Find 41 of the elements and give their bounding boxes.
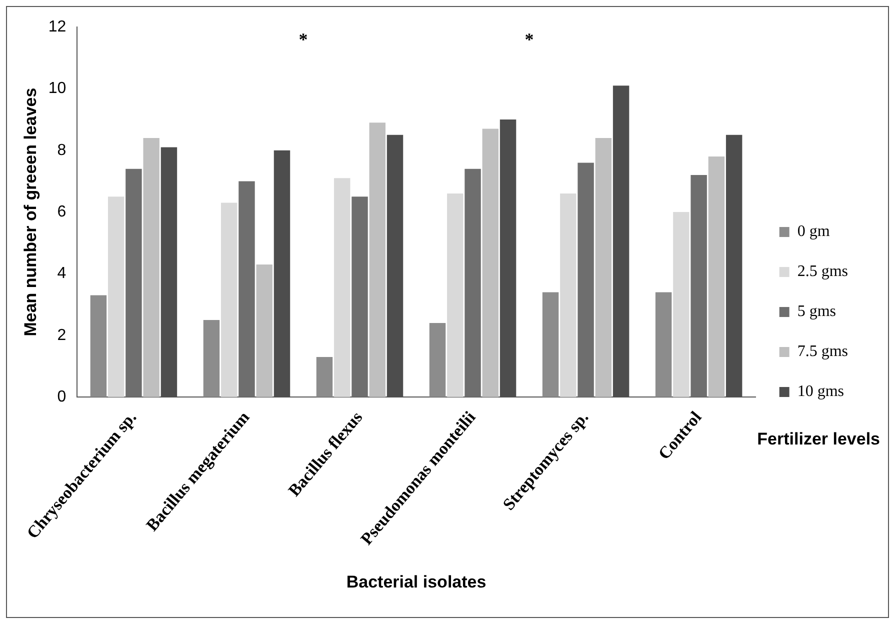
bar xyxy=(126,168,142,398)
bar xyxy=(560,194,576,398)
annotation: * xyxy=(524,30,534,50)
bar xyxy=(542,292,559,398)
y-tick-label: 10 xyxy=(48,80,66,98)
legend-label: 7.5 gms xyxy=(797,343,848,360)
bar xyxy=(655,292,672,398)
bar xyxy=(108,196,124,398)
bar xyxy=(143,138,160,398)
legend-label: 2.5 gms xyxy=(797,263,848,280)
y-tick-label: 8 xyxy=(57,142,66,159)
bar xyxy=(203,320,220,398)
bar xyxy=(482,128,499,398)
x-axis-title: Bacterial isolates xyxy=(346,572,486,592)
bar xyxy=(256,264,272,398)
bar xyxy=(708,156,725,398)
bar xyxy=(238,181,255,398)
bar xyxy=(352,196,368,398)
bar xyxy=(464,168,481,398)
bar xyxy=(334,178,350,398)
legend-label: 0 gm xyxy=(797,223,830,240)
y-axis-title: Mean number of greeen leaves xyxy=(20,88,40,336)
bar xyxy=(369,122,386,398)
bar xyxy=(220,202,238,398)
bar xyxy=(578,162,594,398)
legend-label: 10 gms xyxy=(797,383,844,400)
bar xyxy=(673,212,690,398)
bar xyxy=(316,356,333,398)
legend-title: Fertilizer levels xyxy=(757,430,880,449)
bar xyxy=(90,295,107,398)
bar xyxy=(595,138,612,398)
bar xyxy=(690,175,707,398)
annotation: * xyxy=(298,30,308,50)
legend-label: 5 gms xyxy=(797,303,836,320)
bar xyxy=(429,323,446,398)
y-tick-label: 12 xyxy=(48,18,66,36)
y-tick-label: 6 xyxy=(57,203,66,220)
y-tick-label: 0 xyxy=(57,388,66,406)
y-tick-label: 2 xyxy=(57,326,66,344)
y-tick-label: 4 xyxy=(57,265,66,282)
bar xyxy=(447,194,464,398)
